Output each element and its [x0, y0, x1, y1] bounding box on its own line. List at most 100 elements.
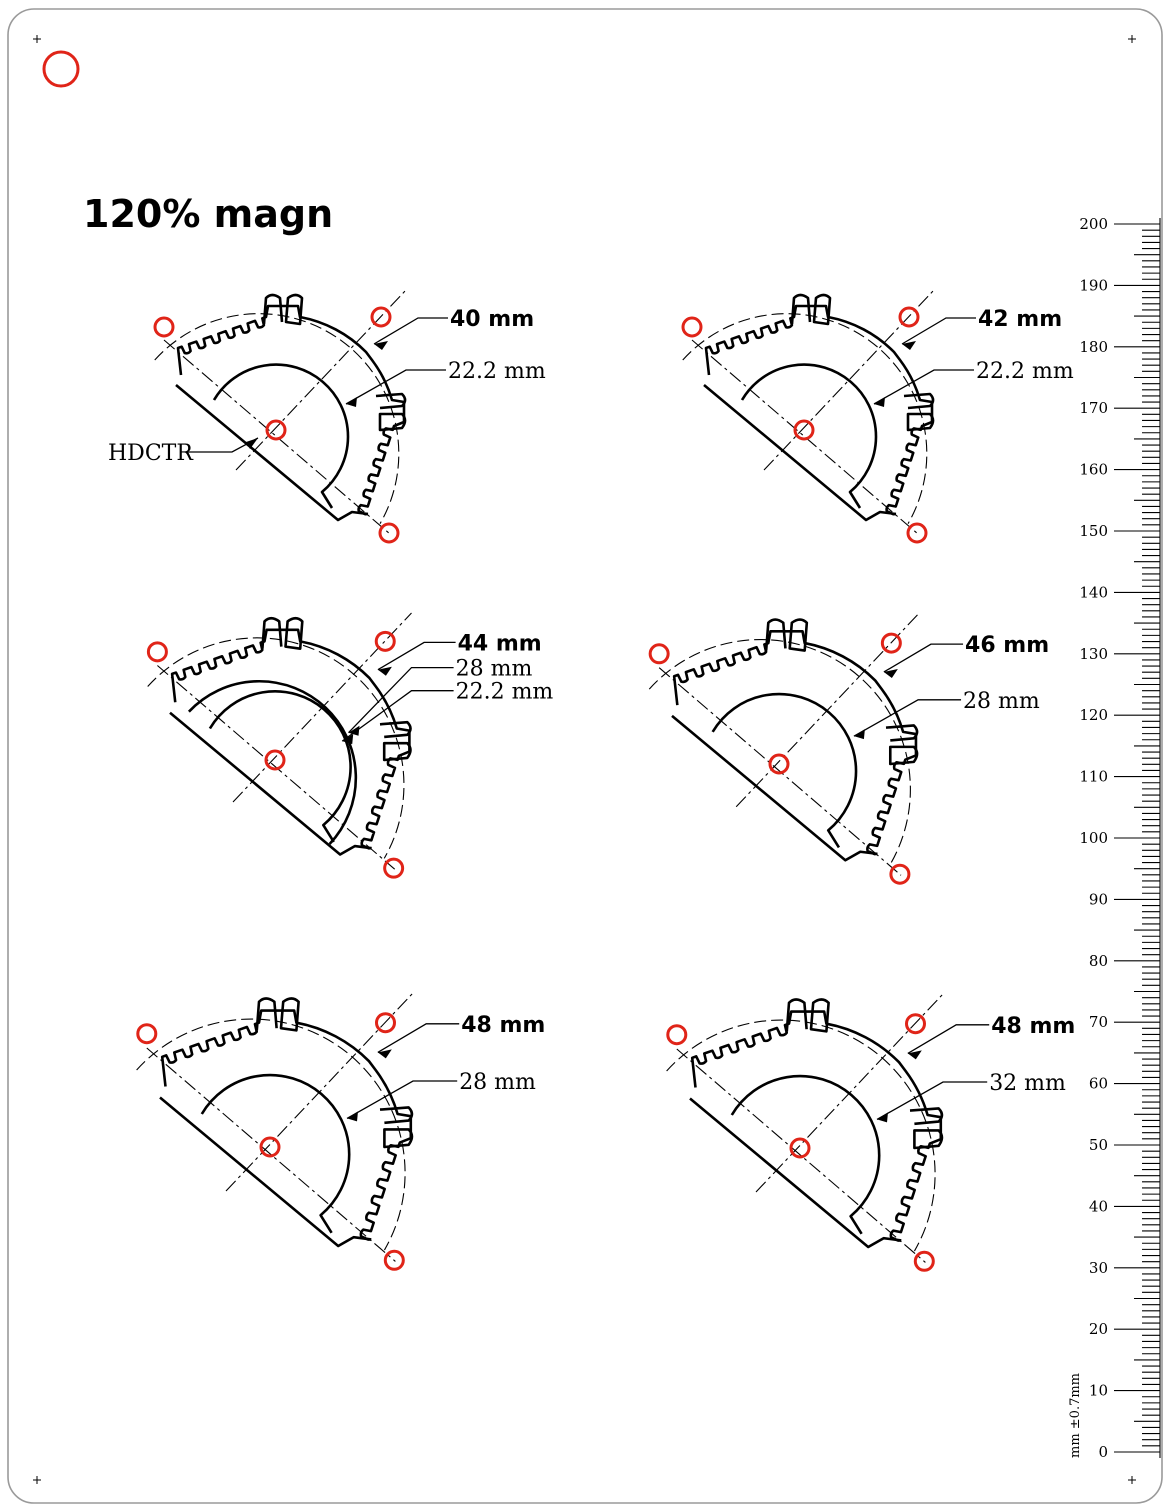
ruler-tick-label: 20 — [1089, 1320, 1108, 1338]
mm-ruler: 0 10 20 30 40 50 60 70 80 90 100 110 120 130 140 150 160… — [1068, 215, 1161, 1461]
inner-recess — [740, 363, 878, 509]
outer-diameter-arc — [666, 1019, 936, 1252]
ruler-tick-label: 10 — [1089, 1382, 1108, 1400]
body-outline — [159, 1096, 372, 1248]
body-rim — [704, 304, 934, 516]
ruler-tick-label: 110 — [1079, 768, 1108, 786]
inner-recess — [730, 1074, 881, 1235]
target-circle — [880, 632, 902, 654]
target-circle — [905, 1013, 926, 1035]
leader-arrow — [377, 666, 392, 676]
leader-arrow — [902, 341, 916, 350]
top-clip — [261, 616, 304, 650]
leader-arrow — [346, 397, 357, 407]
body-outline — [689, 1097, 902, 1249]
hub-diagram: 40 mm 22.2 mm HDCTR — [108, 289, 546, 544]
inner-recess — [208, 690, 352, 843]
target-circle — [906, 522, 928, 544]
target-circle — [264, 749, 286, 771]
body-outline — [169, 711, 372, 856]
ruler-tick-label: 40 — [1089, 1197, 1108, 1215]
outer-diameter-label: 40 mm — [450, 307, 534, 332]
body-rim — [672, 630, 918, 856]
outer-diameter-label: 48 mm — [991, 1014, 1075, 1039]
centre-line-b — [735, 613, 919, 808]
top-clip — [785, 998, 830, 1033]
inner-diameter-label: 22.2 mm — [976, 359, 1074, 384]
centre-line-a — [157, 665, 396, 870]
target-circle — [370, 306, 392, 328]
outer-leader — [907, 1024, 990, 1054]
body-rim — [690, 1010, 943, 1242]
target-circle — [789, 1137, 811, 1159]
inner-leader — [345, 369, 446, 405]
sheet-border — [7, 8, 1163, 1504]
leader-arrow — [877, 1112, 888, 1123]
outer-diameter-arc — [648, 639, 911, 865]
body-rim — [170, 628, 411, 850]
inner-leader — [348, 666, 454, 734]
registration-mark — [42, 50, 80, 88]
outer-diameter-label: 42 mm — [978, 307, 1062, 332]
target-circle — [146, 641, 168, 663]
leader-arrow — [853, 729, 865, 740]
ruler-tick-label: 70 — [1089, 1013, 1108, 1031]
target-circle — [375, 1012, 396, 1034]
leader-arrow — [348, 725, 360, 736]
inner-diameter-label: 28 mm — [963, 689, 1040, 714]
body-outline — [703, 384, 897, 522]
target-circle — [374, 630, 396, 652]
body-rim — [160, 1009, 413, 1241]
ruler-tick-label: 160 — [1079, 461, 1108, 479]
page-title: 120% magn — [83, 192, 333, 236]
ruler-tick-label: 150 — [1079, 522, 1108, 540]
leader-arrow — [377, 1049, 392, 1059]
target-circle — [898, 306, 920, 328]
target-circle — [383, 857, 405, 879]
outer-diameter-arc — [154, 313, 400, 524]
centre-line-b — [232, 612, 412, 803]
inner-recess — [711, 692, 858, 849]
ruler-tick-label: 120 — [1079, 706, 1108, 724]
outer-leader — [377, 641, 456, 671]
side-clip — [379, 1106, 414, 1149]
ruler-tick-label: 130 — [1079, 645, 1108, 663]
ruler-tick-label: 0 — [1098, 1443, 1108, 1461]
inner-recess-outer — [187, 679, 358, 845]
outer-leader — [373, 317, 448, 345]
body-outline — [671, 714, 878, 862]
leader-arrow — [883, 668, 898, 678]
target-circle — [648, 643, 670, 665]
leader-arrow — [246, 438, 258, 449]
top-clip — [262, 293, 304, 326]
leader-arrow — [907, 1050, 922, 1060]
leader-arrow — [342, 734, 354, 745]
outer-diameter-label: 44 mm — [458, 631, 542, 656]
side-clip — [375, 392, 407, 432]
leader-arrow — [874, 397, 885, 407]
inner-diameter-label: 32 mm — [989, 1071, 1066, 1096]
inner-diameter-label: 22.2 mm — [456, 680, 554, 705]
top-clip — [764, 618, 809, 652]
side-clip — [909, 1107, 944, 1150]
outer-diameter-label: 46 mm — [965, 633, 1049, 658]
ruler-tick-label: 200 — [1079, 215, 1108, 233]
outer-diameter-arc — [136, 1018, 406, 1251]
ruler-tick-label: 50 — [1089, 1136, 1108, 1154]
top-clip — [790, 293, 832, 326]
side-clip — [903, 392, 935, 432]
ruler-unit-label: mm ±0.7mm — [1068, 1373, 1083, 1458]
hub-diagram: 48 mm 28 mm — [136, 992, 545, 1271]
corner-marks — [33, 35, 1136, 1484]
leader-arrow — [347, 1111, 358, 1122]
inner-leader — [341, 690, 454, 742]
outer-leader — [883, 643, 964, 673]
ruler-tick-label: 90 — [1089, 890, 1108, 908]
inner-leader — [876, 1081, 988, 1120]
hub-diagram: 48 mm 32 mm — [666, 993, 1075, 1272]
target-circle — [136, 1023, 158, 1045]
hub-diagram: 46 mm 28 mm — [648, 613, 1049, 885]
inner-diameter-label: 28 mm — [456, 657, 533, 682]
outer-diameter-arc — [682, 313, 928, 524]
